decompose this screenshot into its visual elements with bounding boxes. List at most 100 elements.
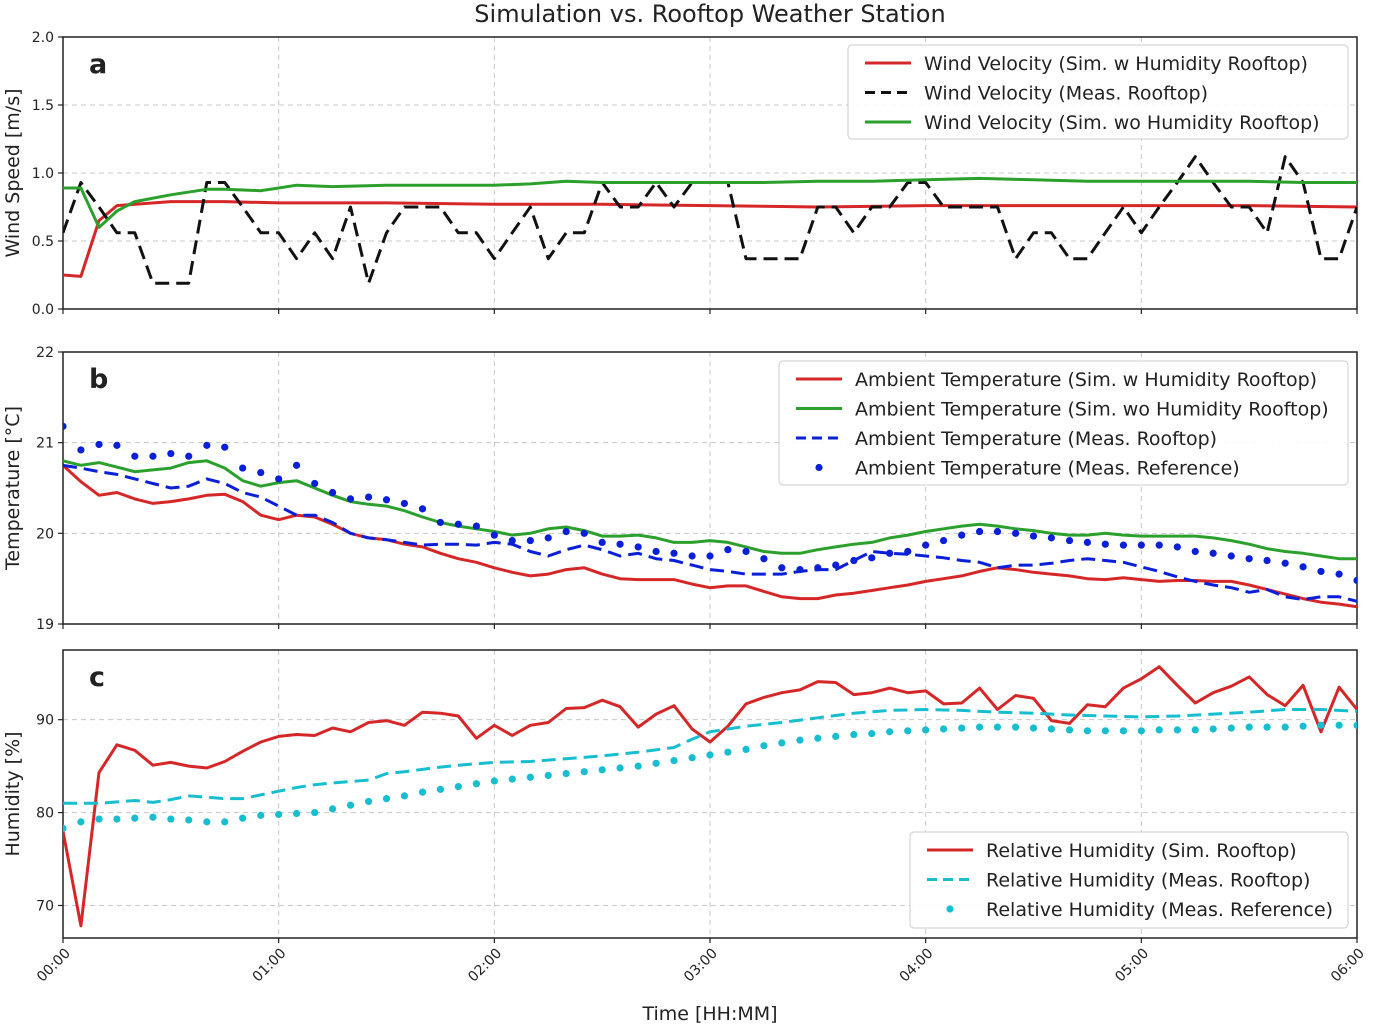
data-point xyxy=(634,543,642,551)
data-point xyxy=(257,468,265,477)
data-point xyxy=(400,792,409,800)
data-point xyxy=(346,495,355,503)
data-point xyxy=(886,728,894,736)
data-point xyxy=(598,766,606,774)
data-point xyxy=(1209,549,1217,557)
data-point xyxy=(95,440,103,449)
data-point xyxy=(185,816,193,824)
data-point xyxy=(922,541,930,549)
data-point xyxy=(508,775,516,783)
data-point xyxy=(814,734,822,742)
data-point xyxy=(796,566,804,574)
data-point xyxy=(1047,725,1056,733)
data-point xyxy=(1245,723,1253,731)
data-point xyxy=(778,564,786,572)
data-point xyxy=(1047,534,1056,542)
legend-label: Wind Velocity (Meas. Rooftop) xyxy=(924,83,1208,105)
data-point xyxy=(454,782,462,791)
legend-label: Relative Humidity (Sim. Rooftop) xyxy=(986,840,1297,862)
data-point xyxy=(418,505,427,513)
data-point xyxy=(1335,721,1343,729)
data-point xyxy=(63,824,67,832)
data-point xyxy=(63,422,67,430)
data-point xyxy=(1227,724,1235,732)
legend: Ambient Temperature (Sim. w Humidity Roo… xyxy=(778,360,1349,486)
data-point xyxy=(400,499,409,508)
series-group xyxy=(63,422,1357,609)
data-point xyxy=(598,538,606,547)
legend: Wind Velocity (Sim. w Humidity Rooftop) W… xyxy=(847,44,1349,140)
data-point xyxy=(1353,721,1357,729)
data-point xyxy=(1263,556,1271,565)
data-point xyxy=(149,813,157,821)
series-line xyxy=(63,665,1357,928)
legend-label: Wind Velocity (Sim. wo Humidity Rooftop) xyxy=(924,112,1320,134)
data-point xyxy=(1065,536,1074,545)
data-point xyxy=(706,751,714,759)
legend-label: Relative Humidity (Meas. Rooftop) xyxy=(986,870,1310,892)
data-point xyxy=(993,723,1002,731)
data-point xyxy=(724,546,732,554)
y-tick-label: 22 xyxy=(36,345,54,361)
x-tick-label: 06:00 xyxy=(1328,946,1368,986)
data-point xyxy=(131,452,139,460)
data-point xyxy=(1119,727,1128,735)
data-point xyxy=(292,809,301,818)
data-point xyxy=(221,443,229,451)
data-point xyxy=(436,785,445,793)
data-point xyxy=(1101,540,1109,548)
data-point xyxy=(311,479,319,488)
data-point xyxy=(1353,576,1357,585)
y-tick-label: 80 xyxy=(36,806,54,822)
x-tick-label: 03:00 xyxy=(681,946,721,986)
data-point xyxy=(724,748,732,756)
data-point xyxy=(868,554,876,562)
data-point xyxy=(418,788,427,796)
data-point xyxy=(562,527,570,536)
data-point xyxy=(275,810,283,819)
y-axis-title: Wind Speed [m/s] xyxy=(2,88,24,257)
data-point xyxy=(364,797,373,806)
x-tick-label: 00:00 xyxy=(34,946,74,986)
data-point xyxy=(1083,538,1092,547)
data-point xyxy=(760,742,768,750)
data-point xyxy=(1011,723,1020,731)
data-point xyxy=(95,815,103,823)
data-point xyxy=(275,475,283,483)
series-line xyxy=(63,464,1357,609)
data-point xyxy=(778,739,786,747)
data-point xyxy=(904,547,912,556)
data-point xyxy=(490,531,498,539)
legend-label: Ambient Temperature (Sim. w Humidity Roo… xyxy=(855,369,1317,391)
data-point xyxy=(1191,726,1199,734)
y-tick-label: 70 xyxy=(36,898,54,914)
panels-group: 0.0 0.5 1.0 1.5 2.0 Wind Speed [m/s] a Wind Vel… xyxy=(2,30,1368,985)
data-point xyxy=(328,805,337,813)
data-point xyxy=(1209,725,1217,733)
data-point xyxy=(1011,529,1020,537)
data-point xyxy=(1299,722,1307,730)
y-tick-label: 1.0 xyxy=(32,166,54,182)
data-point xyxy=(742,547,750,556)
series-group xyxy=(63,665,1357,928)
y-tick-label: 0.5 xyxy=(32,234,54,250)
x-tick-label: 02:00 xyxy=(465,946,505,986)
x-tick-label: 04:00 xyxy=(897,946,937,986)
panel-frame xyxy=(62,649,1358,939)
data-point xyxy=(1065,726,1074,734)
data-point xyxy=(850,730,858,739)
data-point xyxy=(1029,724,1038,732)
data-point xyxy=(904,727,912,735)
chart-title: Simulation vs. Rooftop Weather Station xyxy=(474,0,945,28)
data-point xyxy=(1245,555,1253,563)
y-axis-title: Humidity [%] xyxy=(2,731,24,856)
series-line xyxy=(63,459,1357,561)
data-point xyxy=(382,795,391,803)
data-point xyxy=(167,449,175,458)
data-point xyxy=(203,441,211,449)
data-point xyxy=(328,488,337,497)
data-point xyxy=(796,736,804,744)
data-point xyxy=(868,730,876,738)
data-point xyxy=(993,527,1002,536)
